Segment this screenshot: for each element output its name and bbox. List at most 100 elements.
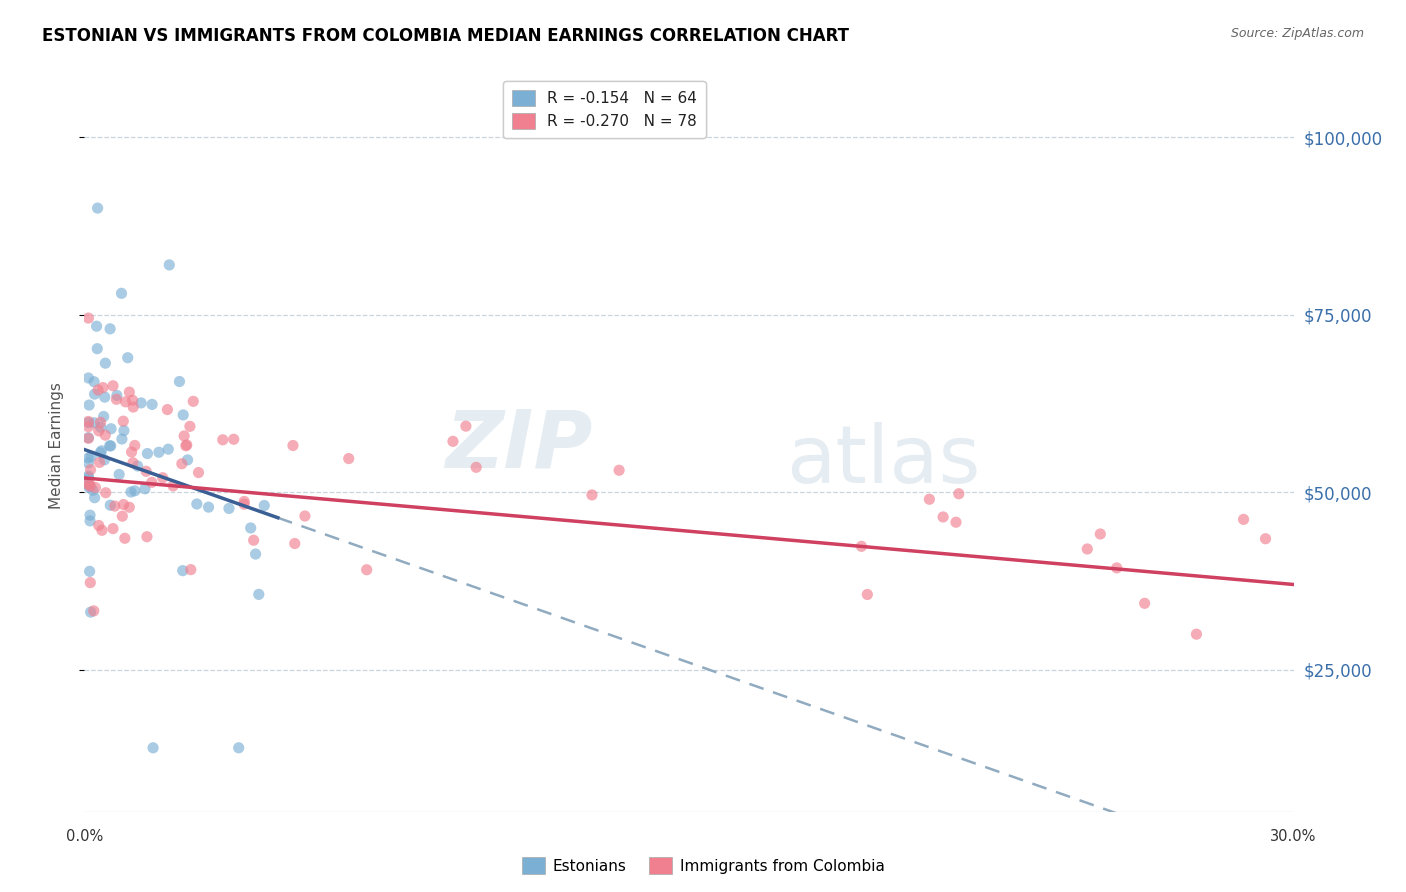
Point [945,515,967,529]
Point [79,575,101,590]
Point [186,497,208,511]
Point [454,419,477,434]
Point [111,509,134,524]
Point [100,439,122,453]
Point [90,420,112,434]
Text: atlas: atlas [786,422,980,500]
Point [83,375,105,389]
Point [108,467,131,482]
Point [122,400,145,414]
Point [91,523,114,537]
Legend: R = -0.154   N = 64, R = -0.270   N = 78: R = -0.154 N = 64, R = -0.270 N = 78 [502,80,706,138]
Point [141,475,163,490]
Point [77,471,100,485]
Point [90,443,112,458]
Point [239,521,262,535]
Point [337,451,360,466]
Point [247,587,270,601]
Point [245,547,267,561]
Point [281,438,304,452]
Point [87,424,110,438]
Point [79,605,101,619]
Point [79,463,101,477]
Point [98,322,121,336]
Point [121,445,143,459]
Point [1076,541,1098,556]
Point [918,492,941,507]
Point [169,375,191,389]
Point [83,416,105,430]
Point [111,432,134,446]
Point [356,563,378,577]
Point [174,439,197,453]
Point [180,563,202,577]
Point [148,445,170,459]
Point [79,479,101,493]
Point [157,258,180,272]
Point [233,494,256,508]
Point [136,530,159,544]
Point [172,564,194,578]
Point [141,397,163,411]
Point [94,356,117,370]
Point [83,491,105,505]
Point [104,499,127,513]
Point [77,419,100,434]
Point [581,488,603,502]
Point [218,501,240,516]
Point [294,508,316,523]
Point [93,390,115,404]
Point [101,522,124,536]
Point [284,536,307,550]
Point [83,604,105,618]
Point [172,408,194,422]
Point [156,402,179,417]
Point [1090,527,1112,541]
Point [441,434,464,449]
Point [77,480,100,494]
Point [77,477,100,491]
Point [114,394,136,409]
Point [77,431,100,445]
Point [77,416,100,430]
Point [79,565,101,579]
Point [79,508,101,523]
Point [83,387,105,401]
Point [77,476,100,491]
Point [117,351,139,365]
Point [948,487,970,501]
Point [1254,532,1277,546]
Point [187,466,209,480]
Point [120,485,142,500]
Point [856,587,879,601]
Point [90,415,112,429]
Point [1133,596,1156,610]
Point [197,500,219,515]
Point [222,432,245,446]
Point [170,457,193,471]
Point [134,482,156,496]
Point [136,446,159,460]
Point [1105,561,1128,575]
Point [94,428,117,442]
Point [93,453,115,467]
Point [77,311,100,326]
Point [157,442,180,457]
Point [77,450,100,465]
Point [121,393,143,408]
Point [124,438,146,452]
Point [253,499,276,513]
Point [87,383,110,397]
Text: ZIP: ZIP [444,407,592,485]
Point [173,429,195,443]
Point [77,398,100,412]
Point [112,498,135,512]
Legend: Estonians, Immigrants from Colombia: Estonians, Immigrants from Colombia [516,851,890,880]
Point [129,396,152,410]
Point [105,388,128,402]
Point [932,510,955,524]
Point [77,478,100,492]
Point [162,479,184,493]
Point [118,385,141,400]
Point [82,483,104,498]
